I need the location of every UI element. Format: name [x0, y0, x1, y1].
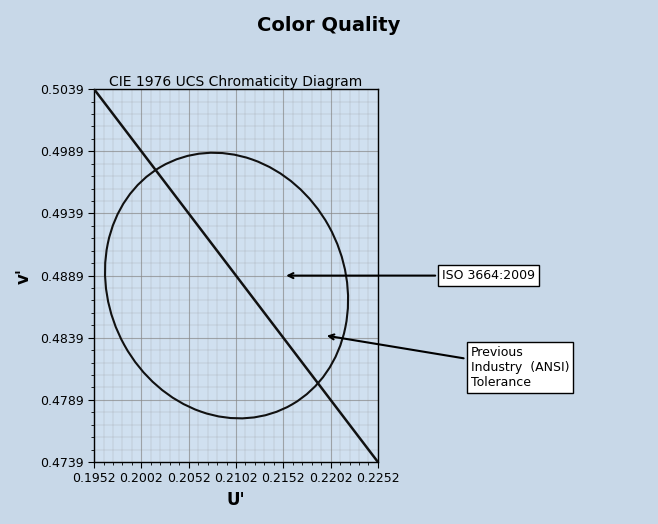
- Text: ISO 3664:2009: ISO 3664:2009: [288, 269, 535, 282]
- Title: CIE 1976 UCS Chromaticity Diagram: CIE 1976 UCS Chromaticity Diagram: [109, 75, 363, 89]
- Text: Color Quality: Color Quality: [257, 16, 401, 35]
- Text: Previous
Industry  (ANSI)
Tolerance: Previous Industry (ANSI) Tolerance: [329, 334, 569, 389]
- X-axis label: U': U': [227, 491, 245, 509]
- Y-axis label: v': v': [15, 268, 33, 283]
